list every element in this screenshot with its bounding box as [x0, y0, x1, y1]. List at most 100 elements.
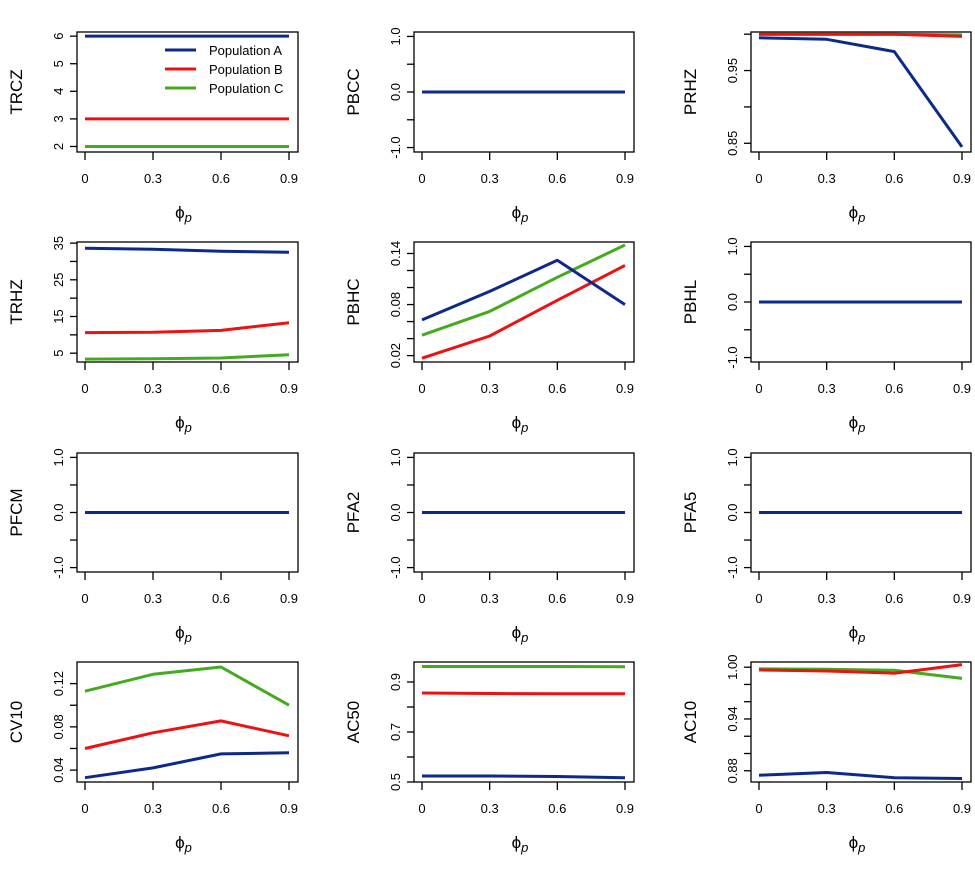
x-tick-label: 0	[755, 801, 762, 816]
y-tick-label: -1.0	[388, 136, 403, 158]
x-axis-label: ϕp	[512, 413, 529, 435]
y-tick-label: 1.0	[388, 448, 403, 466]
y-axis-label: AC10	[681, 701, 700, 744]
x-tick-label: 0.9	[953, 171, 971, 186]
x-tick-label: 0.9	[616, 381, 634, 396]
y-tick-label: 15	[51, 309, 66, 323]
x-tick-label: 0	[418, 591, 425, 606]
x-tick-label: 0	[418, 801, 425, 816]
x-tick-label: 0.3	[818, 381, 836, 396]
x-tick-label: 0.6	[212, 171, 230, 186]
y-tick-label: 1.0	[388, 27, 403, 45]
y-tick-label: 0.0	[388, 83, 403, 101]
y-axis-label: PFA5	[681, 492, 700, 534]
x-axis-label: ϕp	[512, 623, 529, 645]
plot-frame	[76, 241, 299, 363]
panel-pfa5: -1.0 0.0 1.0 0 0.3 0.6 0.9 PFA5 ϕp	[681, 448, 972, 645]
x-axis-label: ϕp	[849, 623, 866, 645]
x-tick-label: 0.3	[481, 171, 499, 186]
x-axis-label: ϕp	[849, 413, 866, 435]
y-tick-label: 0.02	[388, 343, 403, 368]
y-axis-label: PFCM	[7, 488, 26, 536]
y-tick-label: 5	[51, 350, 66, 357]
x-tick-label: 0.3	[144, 801, 162, 816]
x-tick-label: 0.9	[280, 171, 298, 186]
y-tick-label: 0.9	[388, 673, 403, 691]
x-tick-label: 0.3	[144, 381, 162, 396]
y-tick-label: 0.85	[725, 131, 740, 156]
x-axis-label: ϕp	[849, 203, 866, 225]
x-tick-label: 0.3	[481, 591, 499, 606]
x-tick-label: 0.9	[616, 801, 634, 816]
legend: Population A Population B Population C	[165, 43, 283, 96]
x-tick-label: 0.9	[953, 801, 971, 816]
x-tick-label: 0.6	[548, 801, 566, 816]
x-tick-label: 0.6	[548, 171, 566, 186]
x-tick-label: 0	[755, 591, 762, 606]
x-tick-label: 0.3	[818, 801, 836, 816]
x-tick-label: 0.6	[885, 171, 903, 186]
series-line-population-b	[421, 691, 625, 696]
y-tick-label: 0.94	[725, 706, 740, 731]
y-axis-label: PBHL	[681, 280, 700, 324]
y-tick-label: 6	[51, 33, 66, 40]
x-axis-label: ϕp	[849, 833, 866, 855]
plot-frame	[413, 661, 635, 783]
y-tick-label: -1.0	[725, 346, 740, 368]
series-line-population-b	[758, 663, 963, 675]
legend-label-population-a: Population A	[209, 43, 282, 58]
x-tick-label: 0	[81, 381, 88, 396]
y-tick-label: 1.00	[725, 655, 740, 680]
y-axis-label: TRCZ	[7, 69, 26, 114]
x-tick-label: 0.6	[885, 801, 903, 816]
series-line-population-a	[84, 751, 290, 780]
x-axis-label: ϕp	[175, 413, 192, 435]
panel-ac50: 0.5 0.7 0.9 0 0.3 0.6 0.9 AC50 ϕp	[344, 661, 635, 855]
series-line-population-a	[758, 771, 963, 780]
y-tick-label: 0.0	[725, 293, 740, 311]
x-tick-label: 0.6	[548, 591, 566, 606]
panel-cv10: 0.04 0.08 0.12 0 0.3 0.6 0.9 CV10 ϕp	[7, 661, 299, 855]
series-line-population-b	[84, 719, 290, 750]
series-line-population-a	[84, 246, 290, 254]
x-tick-label: 0	[81, 591, 88, 606]
x-tick-label: 0.9	[953, 381, 971, 396]
x-tick-label: 0.6	[885, 591, 903, 606]
series-line-population-a	[422, 774, 626, 780]
y-axis-label: TRHZ	[7, 279, 26, 324]
panel-pbhl: -1.0 0.0 1.0 0 0.3 0.6 0.9 PBHL ϕp	[681, 237, 972, 435]
y-tick-label: 0.95	[725, 58, 740, 83]
x-tick-label: 0.9	[280, 591, 298, 606]
y-tick-label: 4	[51, 88, 66, 95]
y-tick-label: 1.0	[725, 237, 740, 255]
x-tick-label: 0.3	[481, 801, 499, 816]
y-axis-label: PFA2	[344, 492, 363, 534]
y-tick-label: 2	[51, 143, 66, 150]
y-tick-label: 0.08	[51, 714, 66, 739]
y-tick-label: 25	[51, 273, 66, 287]
x-axis-label: ϕp	[175, 833, 192, 855]
plot-frame	[76, 661, 299, 783]
plot-frame	[750, 31, 972, 153]
y-tick-label: 0.0	[388, 503, 403, 521]
x-axis-label: ϕp	[512, 203, 529, 225]
x-tick-label: 0	[755, 171, 762, 186]
y-tick-label: 0.0	[725, 503, 740, 521]
y-tick-label: -1.0	[51, 556, 66, 578]
y-tick-label: 3	[51, 115, 66, 122]
x-tick-label: 0	[418, 171, 425, 186]
x-tick-label: 0.3	[144, 171, 162, 186]
panel-ac10: 0.88 0.94 1.00 0 0.3 0.6 0.9 AC10 ϕp	[681, 655, 972, 855]
x-tick-label: 0.6	[212, 591, 230, 606]
y-tick-label: 1.0	[725, 448, 740, 466]
x-tick-label: 0.9	[616, 171, 634, 186]
x-axis-label: ϕp	[175, 203, 192, 225]
y-axis-label: PBHC	[344, 278, 363, 325]
plot-frame	[750, 661, 972, 783]
y-tick-label: -1.0	[388, 556, 403, 578]
series-line-population-c	[421, 243, 626, 337]
series-line-population-b	[759, 32, 963, 38]
panel-pfa2: -1.0 0.0 1.0 0 0.3 0.6 0.9 PFA2 ϕp	[344, 448, 635, 645]
